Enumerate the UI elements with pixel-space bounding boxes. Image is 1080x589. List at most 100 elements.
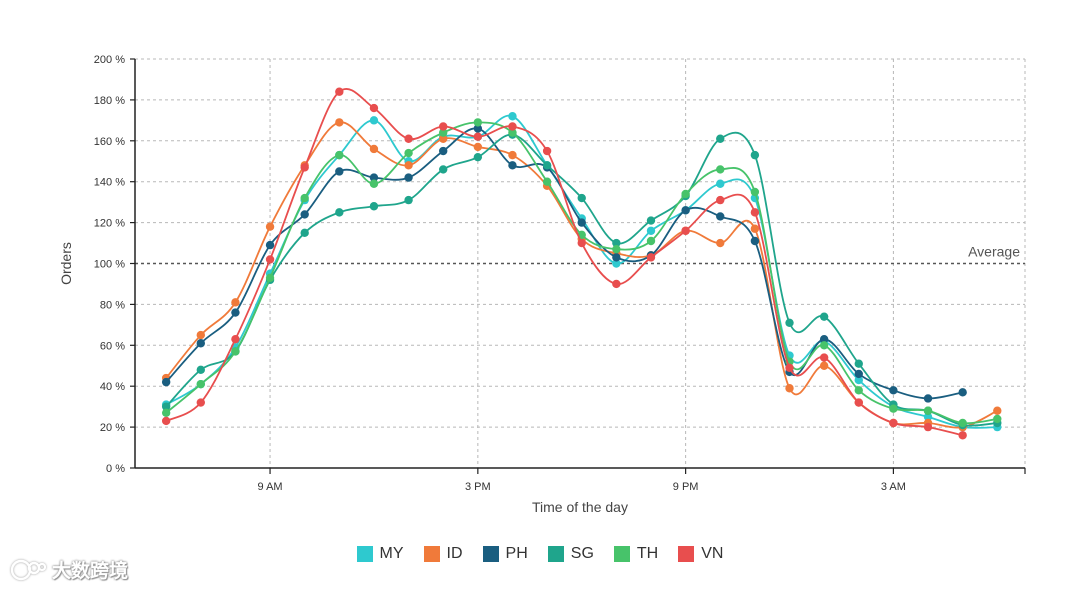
average-reference-line: Average [135, 244, 1025, 265]
x-tick-label: 9 PM [673, 481, 699, 493]
data-point-vn [439, 122, 448, 131]
legend-label: TH [636, 545, 659, 562]
data-point-th [716, 165, 725, 174]
x-axis-title: Time of the day [532, 499, 628, 515]
data-point-sg [161, 402, 171, 411]
data-point-id [265, 222, 275, 231]
legend-item-th[interactable]: TH [613, 545, 659, 563]
watermark-logo-icon [10, 559, 46, 580]
data-point-vn [369, 103, 379, 113]
data-point-th [473, 118, 483, 127]
y-tick-label: 60 % [100, 340, 125, 352]
watermark-text: 大数跨境 [52, 561, 129, 582]
data-point-my [923, 412, 933, 422]
legend-item-ph[interactable]: PH [482, 545, 528, 563]
data-point-sg [577, 193, 586, 203]
data-point-vn [612, 279, 621, 289]
watermark: 大数跨境 [10, 556, 128, 583]
data-point-id [439, 134, 448, 143]
legend-label: PH [505, 545, 528, 562]
data-point-vn [854, 398, 863, 407]
data-point-sg [439, 165, 448, 174]
data-point-sg [785, 318, 794, 328]
data-point-sg [473, 152, 483, 162]
data-point-sg [335, 208, 344, 217]
y-tick-label: 100 % [94, 259, 125, 271]
data-point-ph [300, 210, 309, 219]
legend-swatch [423, 546, 440, 562]
legend-item-id[interactable]: ID [423, 545, 463, 563]
data-point-id [369, 144, 379, 154]
data-point-my [854, 375, 863, 385]
legend-swatch [482, 546, 499, 562]
data-point-vn [646, 253, 656, 262]
data-point-th [369, 179, 379, 188]
data-point-th [923, 406, 933, 415]
legend-item-sg[interactable]: SG [547, 545, 594, 563]
data-point-ph [265, 240, 275, 250]
legend: MY ID PH SG TH VN [0, 536, 1080, 572]
data-point-ph [819, 334, 829, 344]
data-point-ph [716, 212, 725, 221]
data-point-vn [716, 195, 725, 205]
data-point-th [958, 418, 967, 428]
average-label: Average [968, 244, 1020, 260]
data-point-ph [612, 253, 621, 262]
data-point-vn [542, 146, 552, 156]
y-tick-label: 120 % [94, 218, 125, 230]
data-point-th [819, 341, 829, 350]
data-point-ph [473, 124, 483, 133]
y-tick-label: 0 % [106, 463, 125, 475]
data-point-sg [300, 228, 309, 238]
legend-swatch [613, 546, 630, 562]
data-point-ph [161, 377, 171, 387]
data-point-id [473, 142, 483, 152]
data-point-id [993, 406, 1002, 415]
y-axis-title: Orders [58, 242, 74, 285]
data-point-ph [681, 206, 690, 215]
data-point-ph [923, 394, 933, 403]
series-th [161, 118, 1002, 428]
series-line-sg [165, 131, 998, 427]
data-point-th [265, 273, 275, 283]
data-point-ph [889, 386, 898, 395]
data-point-vn [819, 353, 829, 362]
data-point-my [646, 226, 656, 235]
data-point-th [889, 404, 898, 413]
legend-item-vn[interactable]: VN [678, 545, 723, 563]
data-point-vn [577, 238, 586, 248]
series-vn [161, 87, 967, 440]
y-tick-label: 200 % [94, 54, 125, 66]
data-point-ph [577, 218, 586, 227]
data-point-id [231, 298, 240, 307]
y-tick-label: 40 % [100, 381, 125, 393]
x-axis-ticks: 9 AM 3 PM 9 PM 3 AM [258, 468, 1026, 493]
data-point-ph [439, 146, 448, 156]
data-point-th [750, 187, 760, 197]
data-point-sg [646, 216, 656, 225]
data-point-vn [265, 255, 275, 264]
data-point-ph [750, 236, 760, 246]
data-point-ph [958, 388, 967, 397]
y-axis-ticks: 0 % 20 % 40 % 60 % 80 % 100 % 120 % 140 % 160 % 1… [94, 54, 135, 475]
data-point-id [404, 161, 413, 170]
data-point-id [508, 150, 517, 160]
data-point-vn [300, 163, 309, 172]
data-point-sg [750, 150, 760, 160]
legend-label: ID [446, 545, 463, 562]
data-point-vn [923, 422, 933, 432]
data-point-vn [231, 334, 240, 344]
data-point-sg [819, 312, 829, 321]
data-point-sg [612, 238, 621, 248]
data-point-th [854, 386, 863, 395]
legend-item-my[interactable]: MY [356, 545, 404, 563]
data-point-vn [750, 208, 760, 217]
data-point-sg [404, 195, 413, 205]
data-point-id [196, 330, 205, 340]
data-point-my [716, 179, 725, 188]
y-tick-label: 140 % [94, 177, 125, 189]
data-point-vn [508, 122, 517, 131]
data-point-th [612, 244, 621, 254]
data-point-sg [542, 161, 552, 170]
